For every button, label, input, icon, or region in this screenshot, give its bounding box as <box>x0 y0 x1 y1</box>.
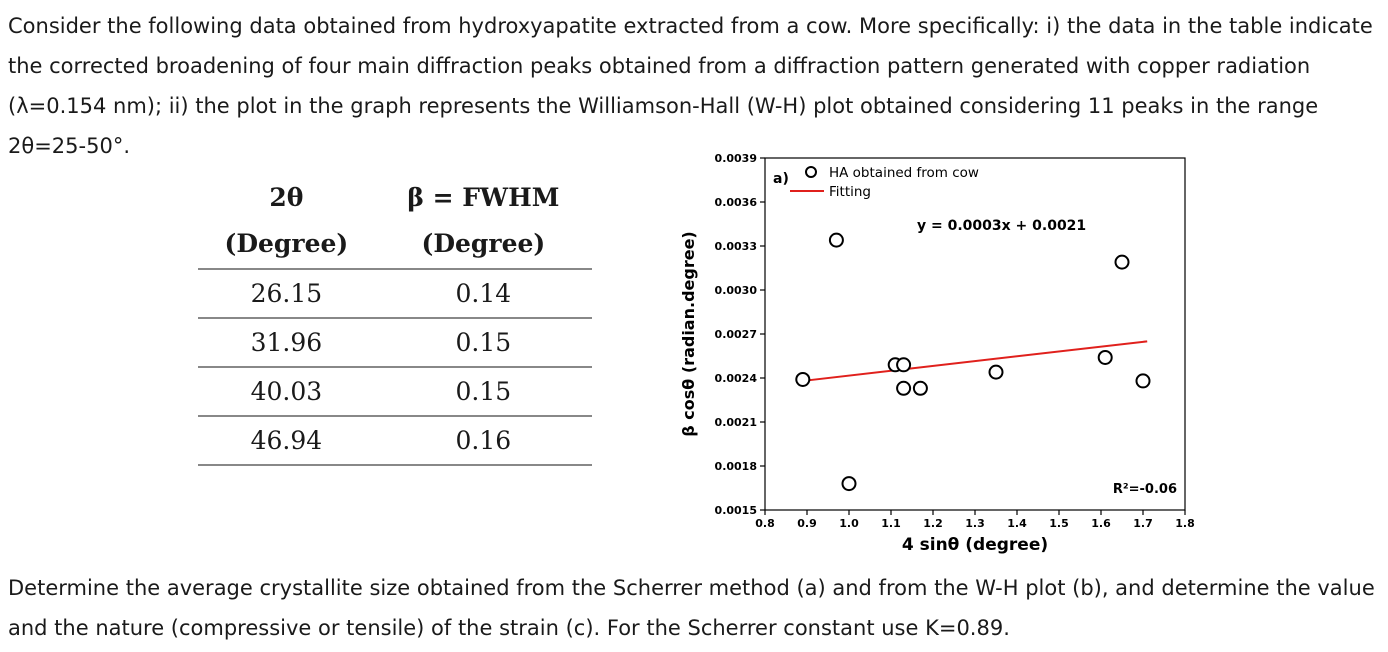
y-tick-label: 0.0018 <box>715 460 757 473</box>
header-fwhm-unit: (Degree) <box>374 222 592 270</box>
y-tick-label: 0.0030 <box>715 284 758 297</box>
intro-paragraph: Consider the following data obtained fro… <box>8 14 1373 158</box>
cell-fwhm: 0.15 <box>374 318 592 368</box>
x-tick-label: 0.8 <box>755 517 775 530</box>
cell-fwhm: 0.16 <box>374 416 592 466</box>
data-point <box>1135 373 1151 389</box>
header-2theta: 2θ <box>269 183 304 212</box>
data-point <box>1097 349 1113 365</box>
plot-frame <box>764 157 1186 511</box>
x-tick-label: 1.2 <box>923 517 943 530</box>
question-paragraph: Determine the average crystallite size o… <box>8 576 1375 640</box>
table-header-row-1: 2θ β = FWHM <box>198 176 592 222</box>
legend-label-fit: Fitting <box>829 184 871 200</box>
fit-equation: y = 0.0003x + 0.0021 <box>917 218 1086 234</box>
y-tick-label: 0.0021 <box>715 416 757 429</box>
cell-2theta: 26.15 <box>198 269 375 319</box>
y-tick-label: 0.0015 <box>715 504 757 517</box>
x-axis-label: 4 sinθ (degree) <box>902 535 1048 555</box>
table-row: 31.96 0.15 <box>198 318 592 368</box>
y-tick-label: 0.0036 <box>715 196 758 209</box>
cell-2theta: 46.94 <box>198 416 375 466</box>
cell-fwhm: 0.14 <box>374 269 592 319</box>
data-point <box>828 232 844 248</box>
legend-label-data: HA obtained from cow <box>829 165 979 181</box>
data-point <box>896 380 912 396</box>
data-point <box>795 371 811 387</box>
legend-circle-marker <box>805 166 817 178</box>
y-tick-label: 0.0024 <box>715 372 758 385</box>
table-row: 46.94 0.16 <box>198 416 592 466</box>
cell-2theta: 40.03 <box>198 367 375 417</box>
data-point <box>912 380 928 396</box>
peak-broadening-table: 2θ β = FWHM (Degree) (Degree) 26.15 0.14… <box>198 176 592 466</box>
x-tick-label: 1.8 <box>1175 517 1195 530</box>
panel-label: a) <box>773 171 789 187</box>
data-point <box>841 476 857 492</box>
data-point <box>1114 254 1130 270</box>
data-point <box>896 357 912 373</box>
table-row: 26.15 0.14 <box>198 269 592 319</box>
x-tick-label: 0.9 <box>797 517 817 530</box>
cell-fwhm: 0.15 <box>374 367 592 417</box>
y-tick-label: 0.0027 <box>715 328 757 341</box>
table-row: 40.03 0.15 <box>198 367 592 417</box>
x-tick-label: 1.6 <box>1091 517 1111 530</box>
x-tick-label: 1.5 <box>1049 517 1069 530</box>
x-tick-label: 1.0 <box>839 517 859 530</box>
x-tick-label: 1.7 <box>1133 517 1153 530</box>
y-tick-label: 0.0039 <box>715 152 757 165</box>
header-fwhm: β = FWHM <box>407 183 560 212</box>
data-point <box>988 364 1004 380</box>
williamson-hall-chart: 0.0015 0.0018 0.0021 0.0024 0.0027 0.0030 0.00… <box>679 152 1195 555</box>
r-squared-label: R²=-0.06 <box>1113 482 1177 497</box>
x-tick-label: 1.3 <box>965 517 985 530</box>
y-tick-label: 0.0033 <box>715 240 757 253</box>
y-axis-label: β cosθ (radian.degree) <box>679 231 698 436</box>
x-tick-label: 1.4 <box>1007 517 1027 530</box>
cell-2theta: 31.96 <box>198 318 375 368</box>
fit-line <box>802 340 1148 382</box>
x-tick-label: 1.1 <box>881 517 901 530</box>
table-header-row-2: (Degree) (Degree) <box>198 222 592 270</box>
header-2theta-unit: (Degree) <box>198 222 375 270</box>
